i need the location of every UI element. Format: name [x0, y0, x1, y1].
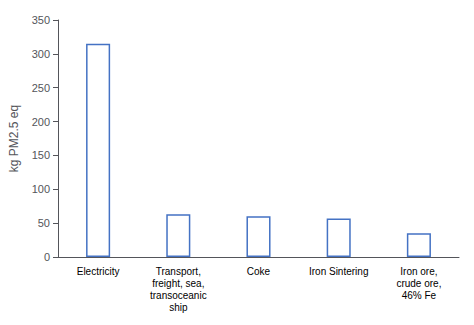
svg-text:Transport,: Transport,	[156, 266, 201, 277]
svg-text:150: 150	[32, 149, 50, 161]
svg-text:0: 0	[44, 251, 50, 263]
svg-text:350: 350	[32, 14, 50, 26]
svg-text:kg PM2.5 eq: kg PM2.5 eq	[7, 105, 21, 172]
svg-text:crude ore,: crude ore,	[396, 278, 441, 289]
svg-text:100: 100	[32, 183, 50, 195]
svg-text:Iron Sintering: Iron Sintering	[309, 266, 368, 277]
svg-text:freight, sea,: freight, sea,	[152, 278, 204, 289]
svg-text:250: 250	[32, 82, 50, 94]
svg-text:46% Fe: 46% Fe	[402, 290, 437, 301]
svg-text:50: 50	[38, 217, 50, 229]
svg-text:200: 200	[32, 116, 50, 128]
svg-text:Coke: Coke	[247, 266, 271, 277]
svg-text:300: 300	[32, 48, 50, 60]
svg-text:Iron ore,: Iron ore,	[400, 266, 437, 277]
svg-text:ship: ship	[169, 302, 188, 313]
svg-text:Electricity: Electricity	[77, 266, 120, 277]
svg-text:transoceanic: transoceanic	[150, 290, 207, 301]
